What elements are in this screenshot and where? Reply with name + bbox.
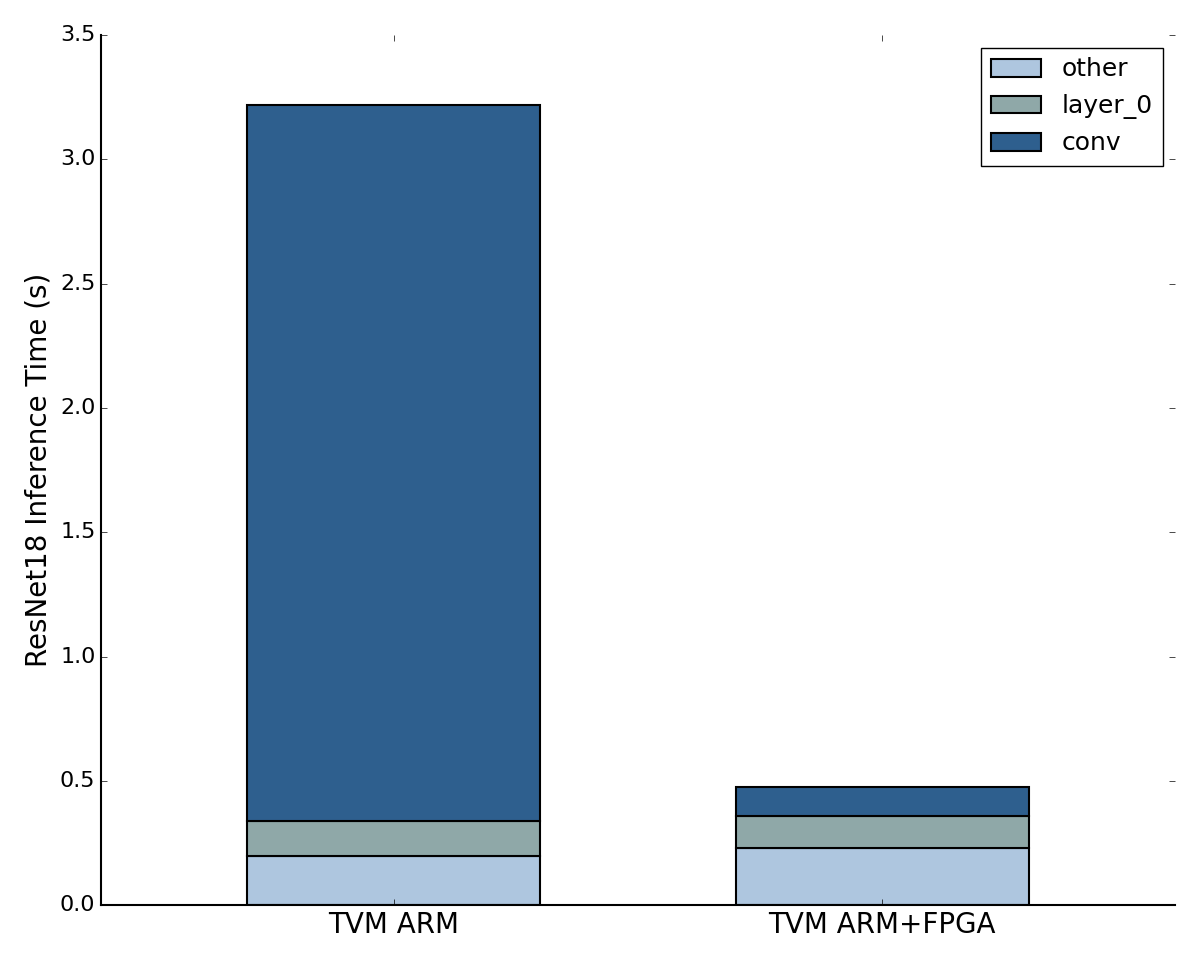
Bar: [736, 816, 1028, 848]
Bar: [247, 856, 540, 905]
Bar: [247, 821, 540, 856]
Y-axis label: ResNet18 Inference Time (s): ResNet18 Inference Time (s): [25, 273, 53, 667]
Bar: [736, 788, 1028, 816]
Legend: other, layer_0, conv: other, layer_0, conv: [982, 47, 1163, 166]
Bar: [247, 105, 540, 821]
Bar: [736, 848, 1028, 905]
